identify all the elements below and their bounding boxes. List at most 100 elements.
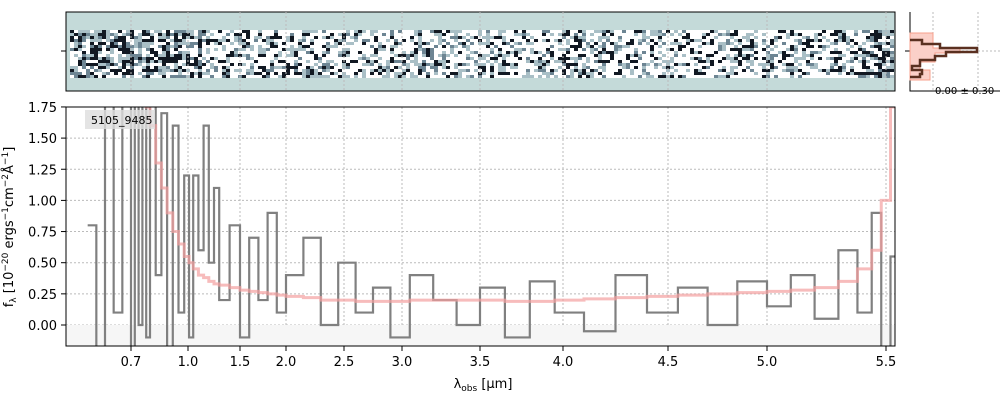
- 2d-pixel: [882, 63, 886, 66]
- 2d-pixel: [606, 51, 610, 54]
- 2d-pixel: [182, 57, 186, 60]
- 2d-pixel: [854, 57, 858, 60]
- 2d-pixel: [658, 45, 662, 48]
- 2d-pixel: [790, 33, 794, 36]
- 2d-pixel: [718, 60, 722, 63]
- 2d-pixel: [482, 60, 486, 63]
- 2d-pixel: [362, 63, 366, 66]
- 2d-pixel: [306, 42, 310, 45]
- 2d-pixel: [330, 30, 334, 33]
- 2d-pixel: [222, 30, 226, 33]
- 2d-pixel: [466, 75, 470, 78]
- 2d-pixel: [754, 54, 758, 57]
- 2d-pixel: [174, 39, 178, 42]
- 2d-pixel: [658, 57, 662, 60]
- 2d-pixel: [462, 45, 466, 48]
- 2d-pixel: [538, 57, 542, 60]
- 2d-pixel: [810, 45, 814, 48]
- 2d-pixel: [690, 51, 694, 54]
- 2d-pixel: [790, 69, 794, 72]
- 2d-pixel: [102, 57, 106, 60]
- 2d-pixel: [626, 75, 630, 78]
- 2d-pixel: [630, 57, 634, 60]
- 2d-pixel: [826, 36, 830, 39]
- 2d-pixel: [158, 48, 162, 51]
- 2d-pixel: [522, 63, 526, 66]
- 2d-pixel: [710, 45, 714, 48]
- 2d-pixel: [818, 39, 822, 42]
- 2d-pixel: [766, 42, 770, 45]
- 2d-pixel: [794, 39, 798, 42]
- 2d-pixel: [442, 30, 446, 33]
- 2d-pixel: [506, 39, 510, 42]
- 2d-pixel: [90, 60, 94, 63]
- 2d-pixel: [790, 72, 794, 75]
- 2d-pixel: [286, 51, 290, 54]
- 2d-pixel: [694, 48, 698, 51]
- 2d-pixel: [866, 30, 870, 33]
- 2d-pixel: [106, 45, 110, 48]
- 2d-pixel: [562, 36, 566, 39]
- 2d-pixel: [214, 51, 218, 54]
- 2d-pixel: [266, 75, 270, 78]
- 2d-pixel: [826, 57, 830, 60]
- 2d-pixel: [482, 30, 486, 33]
- 2d-pixel: [386, 69, 390, 72]
- 2d-pixel: [322, 33, 326, 36]
- 2d-pixel: [870, 57, 874, 60]
- 2d-pixel: [246, 66, 250, 69]
- 2d-pixel: [462, 72, 466, 75]
- 2d-pixel: [510, 60, 514, 63]
- 2d-pixel: [70, 42, 74, 45]
- 2d-pixel: [550, 45, 554, 48]
- 2d-pixel: [678, 66, 682, 69]
- 2d-pixel: [150, 75, 154, 78]
- 2d-pixel: [770, 63, 774, 66]
- 2d-pixel: [494, 66, 498, 69]
- 2d-pixel: [422, 63, 426, 66]
- 2d-pixel: [730, 57, 734, 60]
- 2d-pixel: [410, 33, 414, 36]
- 2d-pixel: [442, 45, 446, 48]
- 2d-pixel: [634, 51, 638, 54]
- 2d-pixel: [886, 45, 890, 48]
- 2d-pixel: [542, 72, 546, 75]
- 2d-pixel: [558, 60, 562, 63]
- y-tick-label: 1.50: [28, 132, 57, 147]
- 2d-pixel: [398, 57, 402, 60]
- 2d-pixel: [442, 69, 446, 72]
- 2d-pixel: [846, 57, 850, 60]
- 2d-pixel: [526, 48, 530, 51]
- 2d-pixel: [774, 66, 778, 69]
- 2d-pixel: [650, 63, 654, 66]
- 2d-pixel: [742, 36, 746, 39]
- 2d-pixel: [826, 39, 830, 42]
- 2d-pixel: [738, 72, 742, 75]
- 2d-pixel: [798, 57, 802, 60]
- 2d-pixel: [678, 51, 682, 54]
- 2d-pixel: [138, 45, 142, 48]
- 2d-pixel: [230, 60, 234, 63]
- 2d-pixel: [622, 69, 626, 72]
- 2d-pixel: [382, 69, 386, 72]
- 2d-pixel: [546, 30, 550, 33]
- 2d-pixel: [262, 42, 266, 45]
- 2d-pixel: [778, 36, 782, 39]
- 2d-pixel: [606, 75, 610, 78]
- 2d-pixel: [150, 30, 154, 33]
- 2d-pixel: [714, 57, 718, 60]
- 2d-pixel: [510, 63, 514, 66]
- 2d-pixel: [482, 75, 486, 78]
- 2d-pixel: [326, 51, 330, 54]
- 2d-pixel: [870, 36, 874, 39]
- 2d-pixel: [354, 57, 358, 60]
- 2d-pixel: [730, 51, 734, 54]
- 2d-pixel: [442, 39, 446, 42]
- 2d-pixel: [102, 51, 106, 54]
- 2d-pixel: [698, 36, 702, 39]
- 2d-pixel: [638, 30, 642, 33]
- 2d-pixel: [830, 57, 834, 60]
- 2d-pixel: [294, 36, 298, 39]
- 2d-pixel: [510, 51, 514, 54]
- 2d-pixel: [430, 75, 434, 78]
